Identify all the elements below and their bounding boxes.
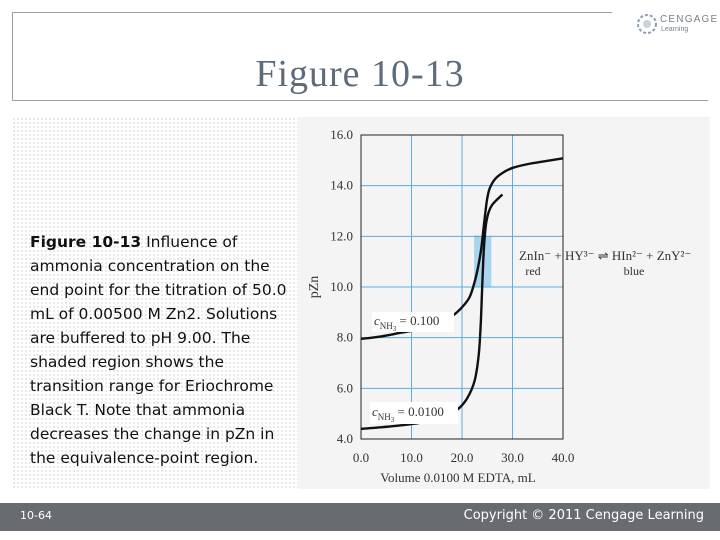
figure-background [298, 117, 710, 489]
y-tick-label: 14.0 [330, 178, 353, 193]
annotation-low-concentration: cNH3 = 0.0100 [370, 402, 458, 424]
annotation-high-c: c [374, 313, 380, 328]
annotation-low-value: = 0.0100 [394, 404, 444, 419]
indicator-equation: ZnIn⁻ + HY³⁻ ⇌ HIn²⁻ + ZnY²⁻ [519, 248, 691, 263]
annotation-low-sub: NH [378, 412, 391, 422]
annotation-high-value: = 0.100 [396, 313, 439, 328]
logo-mark-icon [637, 14, 657, 34]
top-frame-line [12, 12, 612, 13]
annotation-low-subsub: 3 [391, 416, 395, 424]
y-tick-label: 16.0 [330, 127, 353, 142]
x-tick-label: 20.0 [451, 450, 474, 465]
caption-background [12, 117, 298, 489]
cengage-logo: CENGAGE Learning [636, 13, 717, 37]
copyright-text: Copyright © 2011 Cengage Learning [463, 508, 704, 523]
logo-text-learning: Learning [661, 26, 689, 33]
y-tick-label: 8.0 [337, 330, 353, 345]
svg-text:cNH3 = 0.0100: cNH3 = 0.0100 [372, 404, 444, 424]
annotation-high-concentration: cNH3 = 0.100 [372, 312, 454, 333]
annotation-low-c: c [372, 404, 378, 419]
x-tick-label: 40.0 [552, 450, 575, 465]
footer-bar [0, 503, 720, 531]
plot-frame [360, 134, 564, 440]
x-tick-label: 30.0 [501, 450, 524, 465]
y-tick-label: 4.0 [337, 431, 353, 446]
left-frame-line [12, 12, 13, 100]
figure-caption: Figure 10-13 Influence of ammonia concen… [30, 230, 292, 470]
x-tick-label: 10.0 [400, 450, 423, 465]
slide-title: Figure 10-13 [255, 53, 465, 95]
title-underline [12, 100, 708, 101]
x-axis-label: Volume 0.0100 M EDTA, mL [380, 470, 535, 485]
logo-text-cengage: CENGAGE [660, 14, 719, 25]
y-axis-label: pZn [307, 276, 322, 299]
svg-text:cNH3 = 0.100: cNH3 = 0.100 [374, 313, 439, 333]
series-line-low-ammonia [360, 193, 504, 431]
caption-body: Influence of ammonia concentration on th… [30, 233, 287, 467]
y-tick-label: 10.0 [330, 279, 353, 294]
indicator-red-label: red [525, 264, 540, 278]
indicator-blue-label: blue [624, 264, 645, 278]
y-tick-label: 6.0 [337, 380, 353, 395]
annotation-high-subsub: 3 [393, 325, 397, 333]
caption-bold-label: Figure 10-13 [30, 233, 142, 251]
y-tick-label: 12.0 [330, 228, 353, 243]
annotation-high-sub: NH [380, 321, 393, 331]
page-number: 10-64 [20, 509, 52, 522]
x-tick-label: 0.0 [353, 450, 369, 465]
